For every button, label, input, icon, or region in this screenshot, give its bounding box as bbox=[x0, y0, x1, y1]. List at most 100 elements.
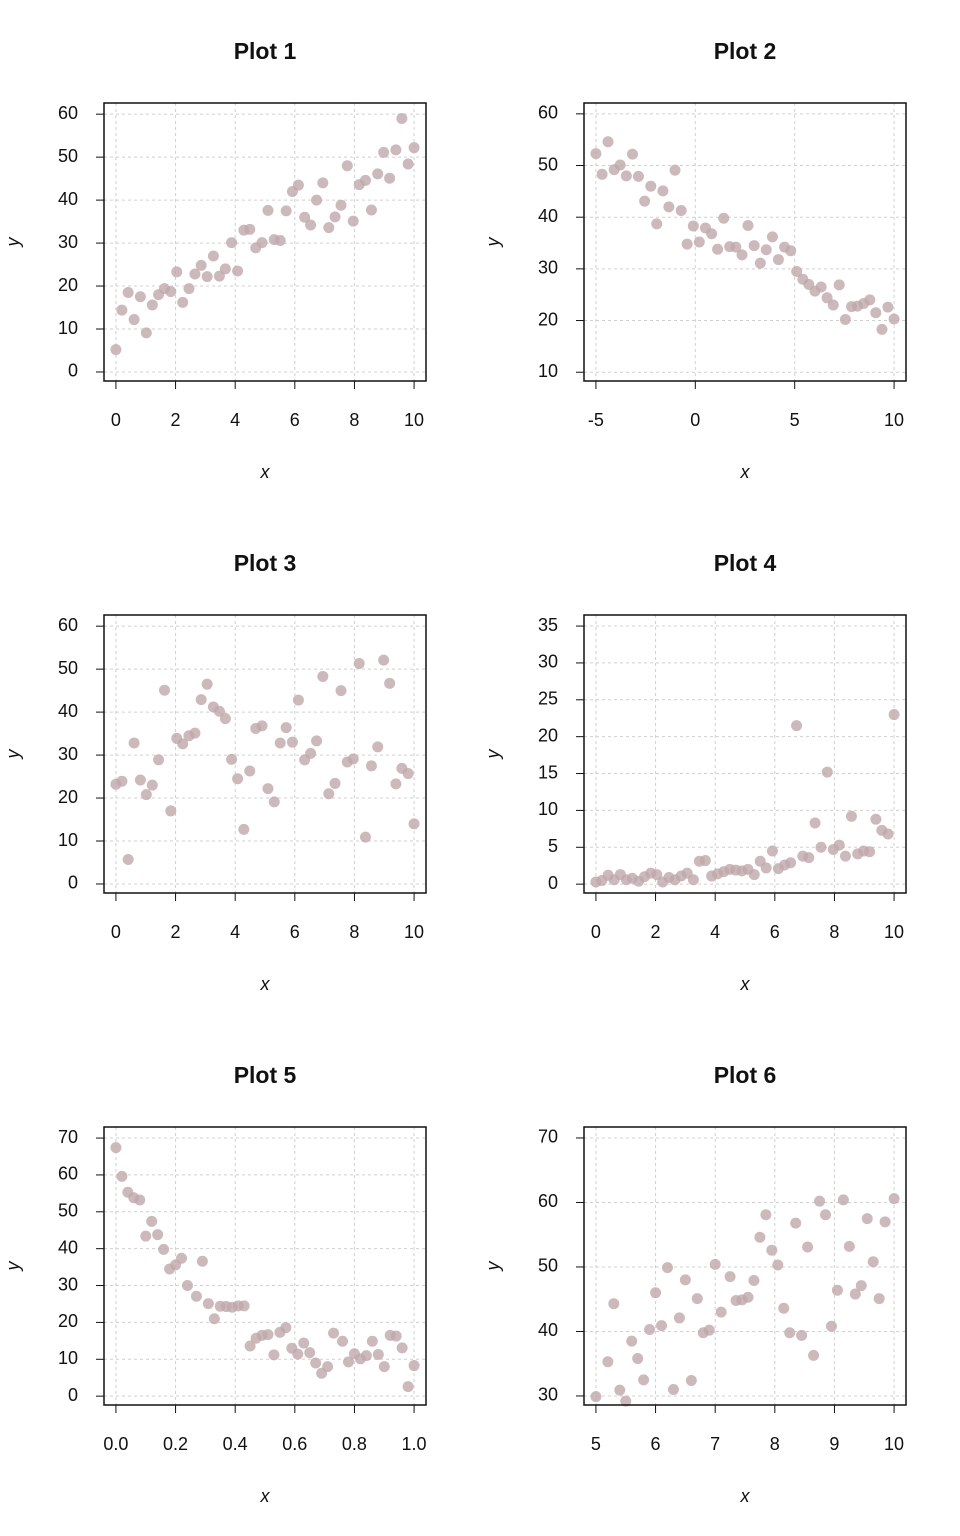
point bbox=[219, 713, 231, 725]
y-tick-label: 20 bbox=[58, 275, 78, 295]
point bbox=[651, 218, 663, 230]
x-tick-label: 10 bbox=[884, 410, 904, 430]
point bbox=[815, 281, 827, 293]
point bbox=[378, 146, 390, 158]
chart-title: Plot 3 bbox=[234, 550, 297, 576]
point bbox=[876, 323, 888, 335]
point bbox=[590, 148, 602, 160]
x-tick-label: 0 bbox=[591, 922, 601, 942]
point bbox=[116, 1170, 128, 1182]
x-tick-label: 5 bbox=[591, 1434, 601, 1454]
point bbox=[855, 1280, 867, 1292]
point bbox=[280, 722, 292, 734]
x-tick-label: -5 bbox=[588, 410, 604, 430]
point bbox=[785, 857, 797, 869]
y-tick-label: 40 bbox=[538, 1320, 558, 1340]
point bbox=[213, 705, 225, 717]
point bbox=[821, 766, 833, 778]
x-tick-label: 6 bbox=[770, 922, 780, 942]
point bbox=[839, 850, 851, 862]
x-tick-label: 10 bbox=[884, 922, 904, 942]
point bbox=[298, 1337, 310, 1349]
point bbox=[292, 694, 304, 706]
y-tick-label: 30 bbox=[58, 232, 78, 252]
point bbox=[304, 1347, 316, 1359]
point bbox=[748, 869, 760, 881]
point bbox=[718, 212, 730, 224]
point bbox=[675, 204, 687, 216]
y-tick-label: 30 bbox=[58, 744, 78, 764]
point bbox=[219, 263, 231, 275]
point bbox=[347, 215, 359, 227]
point bbox=[861, 1213, 873, 1225]
point bbox=[620, 170, 632, 182]
point bbox=[292, 1348, 304, 1360]
point bbox=[262, 783, 274, 795]
point bbox=[831, 1284, 843, 1296]
x-tick-label: 5 bbox=[790, 410, 800, 430]
point bbox=[195, 694, 207, 706]
point bbox=[864, 294, 876, 306]
point bbox=[323, 222, 335, 234]
point bbox=[359, 831, 371, 843]
point bbox=[651, 869, 663, 881]
point bbox=[809, 817, 821, 829]
point bbox=[305, 747, 317, 759]
point bbox=[262, 204, 274, 216]
point bbox=[299, 211, 311, 223]
point bbox=[140, 327, 152, 339]
point bbox=[116, 775, 128, 787]
point bbox=[171, 266, 183, 278]
point bbox=[317, 177, 329, 189]
x-tick-label: 0.2 bbox=[163, 1434, 188, 1454]
point bbox=[335, 685, 347, 697]
point bbox=[791, 265, 803, 277]
y-tick-label: 40 bbox=[58, 701, 78, 721]
point bbox=[687, 220, 699, 232]
x-tick-label: 6 bbox=[651, 1434, 661, 1454]
plot-frame bbox=[103, 1126, 427, 1406]
point bbox=[268, 1349, 280, 1361]
y-axis-label: y bbox=[483, 749, 503, 761]
point bbox=[213, 270, 225, 282]
point bbox=[280, 205, 292, 217]
point bbox=[408, 818, 420, 830]
point bbox=[134, 774, 146, 786]
point bbox=[873, 1293, 885, 1305]
point bbox=[268, 796, 280, 808]
chart-title: Plot 2 bbox=[714, 38, 777, 64]
plot-frame bbox=[583, 102, 907, 382]
x-tick-label: 6 bbox=[290, 922, 300, 942]
x-tick-label: 8 bbox=[349, 410, 359, 430]
point bbox=[760, 244, 772, 256]
point bbox=[183, 283, 195, 295]
point bbox=[833, 279, 845, 291]
point bbox=[408, 142, 420, 154]
y-tick-label: 30 bbox=[538, 258, 558, 278]
panel: Plot 5 0.0 0.2 0.4 0.6 0.8 1.0 0 10 20 30 40 50 60 70 x… bbox=[3, 1062, 427, 1506]
y-tick-label: 30 bbox=[538, 1385, 558, 1405]
x-axis-label: x bbox=[260, 974, 271, 994]
point bbox=[864, 846, 876, 858]
plot-frame bbox=[583, 1126, 907, 1406]
x-axis-label: x bbox=[740, 462, 751, 482]
point bbox=[232, 265, 244, 277]
x-tick-label: 6 bbox=[290, 410, 300, 430]
y-tick-label: 20 bbox=[538, 309, 558, 329]
point bbox=[274, 234, 286, 246]
point bbox=[882, 828, 894, 840]
point bbox=[772, 1259, 784, 1271]
point bbox=[317, 670, 329, 682]
point bbox=[667, 1384, 679, 1396]
y-tick-label: 5 bbox=[548, 836, 558, 856]
point bbox=[693, 236, 705, 248]
point bbox=[177, 738, 189, 750]
panel: Plot 1 0 2 4 6 8 10 0 10 20 30 40 50 60 x y bbox=[3, 38, 427, 482]
point bbox=[146, 779, 158, 791]
plot-frame bbox=[583, 614, 907, 894]
y-tick-label: 70 bbox=[538, 1127, 558, 1147]
point bbox=[146, 299, 158, 311]
point bbox=[226, 237, 238, 249]
x-tick-label: 0 bbox=[690, 410, 700, 430]
